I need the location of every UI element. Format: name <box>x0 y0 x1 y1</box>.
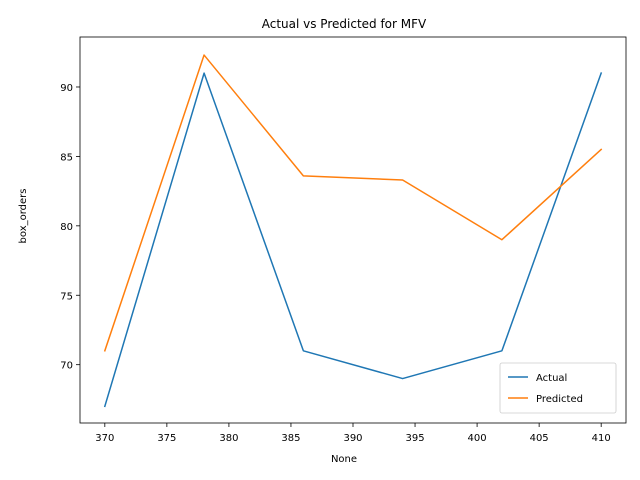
series-line-predicted <box>103 54 603 352</box>
y-tick-label: 90 <box>60 83 73 94</box>
y-tick-label: 85 <box>60 152 73 163</box>
y-tick-label: 75 <box>60 291 73 302</box>
x-tick-label: 395 <box>405 433 424 444</box>
y-tick-label: 80 <box>60 222 73 233</box>
x-tick-label: 400 <box>468 433 487 444</box>
legend: Actual Predicted <box>499 362 617 414</box>
x-tick-label: 375 <box>157 433 176 444</box>
y-tick-label: 70 <box>60 361 73 372</box>
legend-box <box>499 362 617 414</box>
legend-label-predicted: Predicted <box>536 394 583 405</box>
series-line-actual <box>103 72 603 408</box>
legend-label-actual: Actual <box>536 373 567 384</box>
x-tick-label: 380 <box>219 433 238 444</box>
x-tick-label: 405 <box>530 433 549 444</box>
chart-title: Actual vs Predicted for MFV <box>262 17 427 31</box>
plot-area: 370 375 380 385 390 395 400 405 410 70 75 80 85 90 Act… <box>60 36 627 444</box>
x-tick-label: 385 <box>281 433 300 444</box>
x-tick-label: 390 <box>343 433 362 444</box>
x-tick-label: 370 <box>95 433 114 444</box>
y-axis-label: box_orders <box>18 189 29 244</box>
x-tick-label: 410 <box>592 433 611 444</box>
x-axis-label: None <box>331 454 357 465</box>
